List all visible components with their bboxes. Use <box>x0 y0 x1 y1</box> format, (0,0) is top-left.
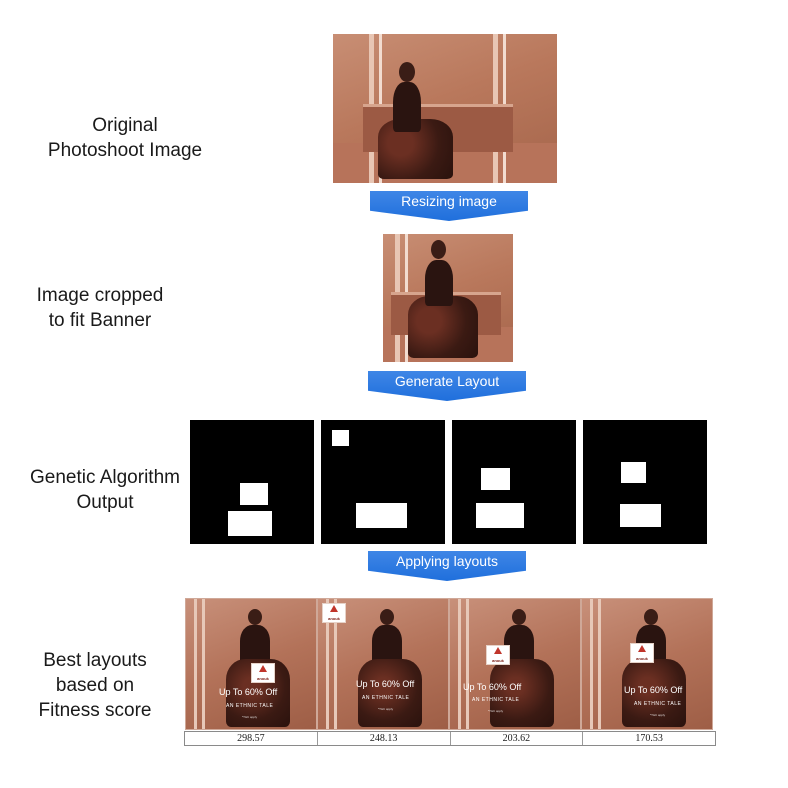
banner-offer-text: Up To 60% Off <box>624 685 683 695</box>
label-genetic-algorithm-output: Genetic Algorithm Output <box>30 467 180 513</box>
label-original-photoshoot: Original Photoshoot Image <box>47 115 203 161</box>
ga-layout <box>452 420 576 544</box>
label-best-layouts: Best layouts based on Fitness score <box>38 650 152 721</box>
applying-layouts-arrow: Applying layouts <box>368 551 526 581</box>
banner-fine-print: *T&C apply <box>488 709 504 713</box>
banner-logo: anouk <box>322 603 346 623</box>
ga-layout-text-box <box>620 504 661 527</box>
ga-layout <box>583 420 707 544</box>
banner-subtitle: AN ETHNIC TALE <box>362 695 410 701</box>
ga-layout-text-box <box>476 503 524 528</box>
banner-fine-print: *T&C apply <box>650 713 666 717</box>
result-banner: anouk Up To 60% Off AN ETHNIC TALE *T&C … <box>581 598 713 730</box>
fitness-score: 170.53 <box>635 733 663 744</box>
cropped-banner-image <box>383 234 513 362</box>
fitness-score: 248.13 <box>318 732 451 745</box>
label-image-cropped: Image cropped to fit Banner <box>36 285 164 331</box>
banner-logo: anouk <box>251 663 275 683</box>
banner-subtitle: AN ETHNIC TALE <box>226 703 274 709</box>
ga-layout-logo-box <box>332 430 349 446</box>
banner-subtitle: AN ETHNIC TALE <box>634 701 682 707</box>
fitness-score: 203.62 <box>451 732 584 745</box>
original-photoshoot-image <box>333 34 557 183</box>
ga-layout <box>321 420 445 544</box>
resize-arrow-label: Resizing image <box>401 193 497 209</box>
banner-fine-print: *T&C apply <box>242 715 258 719</box>
ga-layout-text-box <box>228 511 272 536</box>
banner-fine-print: *T&C apply <box>378 707 394 711</box>
banner-offer-text: Up To 60% Off <box>463 682 522 692</box>
banner-subtitle: AN ETHNIC TALE <box>472 697 520 703</box>
result-banner: anouk Up To 60% Off AN ETHNIC TALE *T&C … <box>317 598 449 730</box>
banner-logo: anouk <box>630 643 654 663</box>
fitness-score-bar: 298.57 248.13 203.62 170.53 <box>184 731 716 746</box>
ga-layout-text-box <box>356 503 407 528</box>
resize-arrow: Resizing image <box>370 191 528 221</box>
ga-layout-logo-box <box>240 483 268 505</box>
ga-layout-logo-box <box>621 462 646 483</box>
ga-layout <box>190 420 314 544</box>
banner-logo: anouk <box>486 645 510 665</box>
applying-layouts-arrow-label: Applying layouts <box>396 553 498 569</box>
banner-offer-text: Up To 60% Off <box>356 679 415 689</box>
result-banner: anouk Up To 60% Off AN ETHNIC TALE *T&C … <box>185 598 317 730</box>
ga-layout-logo-box <box>481 468 510 490</box>
generate-layout-arrow: Generate Layout <box>368 371 526 401</box>
banner-offer-text: Up To 60% Off <box>219 687 278 697</box>
generate-layout-arrow-label: Generate Layout <box>394 373 500 389</box>
result-banner: anouk Up To 60% Off AN ETHNIC TALE *T&C … <box>449 598 581 730</box>
fitness-score: 298.57 <box>185 732 318 745</box>
